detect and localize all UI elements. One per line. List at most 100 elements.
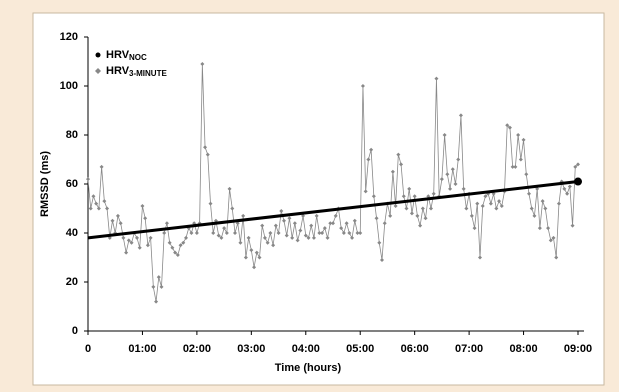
- point: [227, 186, 232, 191]
- x-tick-label: 0: [85, 343, 91, 355]
- point: [461, 186, 466, 191]
- point: [211, 231, 216, 235]
- point: [358, 231, 363, 235]
- legend-name: HRV: [106, 65, 130, 77]
- point: [303, 233, 308, 238]
- point: [453, 182, 458, 186]
- point: [314, 213, 319, 218]
- point: [88, 206, 93, 211]
- point: [205, 152, 210, 157]
- point: [124, 250, 129, 255]
- point: [241, 213, 246, 218]
- point: [145, 243, 150, 248]
- y-tick-label: 20: [66, 276, 78, 288]
- point: [91, 194, 96, 199]
- point: [200, 61, 205, 66]
- point: [439, 177, 444, 182]
- x-tick-label: 09:00: [564, 343, 592, 355]
- point: [562, 186, 567, 191]
- legend-marker: [95, 52, 101, 58]
- point: [527, 191, 531, 196]
- point: [442, 133, 447, 137]
- point: [121, 235, 126, 240]
- point: [456, 157, 461, 162]
- x-tick-label: 07:00: [455, 343, 483, 355]
- point: [574, 177, 582, 186]
- point: [537, 226, 542, 231]
- point: [518, 157, 523, 162]
- point: [189, 231, 194, 235]
- point: [513, 164, 518, 169]
- point: [497, 199, 502, 204]
- point: [399, 162, 404, 167]
- legend-label: HRVNOC: [106, 49, 147, 62]
- point: [184, 235, 188, 240]
- point: [238, 240, 243, 245]
- point: [415, 213, 420, 218]
- point: [341, 231, 346, 235]
- point: [469, 213, 474, 218]
- point: [203, 145, 208, 150]
- legend-label: HRV3-MINUTE: [106, 65, 167, 78]
- point: [105, 206, 110, 211]
- point: [540, 199, 545, 204]
- point: [388, 213, 393, 218]
- x-axis-label: Time (hours): [275, 362, 342, 374]
- point: [126, 238, 131, 243]
- point: [271, 243, 276, 248]
- point: [573, 164, 578, 169]
- point: [499, 204, 504, 209]
- point: [458, 113, 463, 118]
- point: [156, 275, 161, 280]
- point: [532, 213, 537, 218]
- point: [219, 235, 224, 240]
- point: [369, 147, 374, 152]
- point: [167, 240, 172, 245]
- point: [355, 231, 360, 235]
- point: [516, 133, 521, 137]
- point: [322, 226, 327, 231]
- point: [344, 221, 349, 226]
- point: [287, 216, 292, 221]
- point: [450, 167, 455, 172]
- point: [298, 228, 303, 233]
- point: [320, 231, 325, 235]
- point: [159, 284, 164, 289]
- point: [325, 235, 330, 240]
- point: [154, 299, 159, 304]
- point: [252, 265, 257, 270]
- point: [551, 235, 556, 240]
- point: [445, 172, 450, 177]
- point: [102, 199, 107, 204]
- point: [404, 206, 409, 211]
- point: [301, 213, 306, 218]
- point: [137, 245, 142, 250]
- point: [333, 213, 338, 218]
- x-tick-label: 03:00: [237, 343, 265, 355]
- point: [295, 238, 300, 243]
- point: [548, 238, 553, 243]
- point: [350, 235, 355, 240]
- point: [507, 125, 512, 130]
- point: [306, 235, 311, 240]
- point: [363, 189, 368, 194]
- point: [409, 211, 414, 216]
- point: [543, 206, 548, 211]
- plot-panel: [32, 12, 605, 386]
- point: [279, 208, 284, 213]
- point: [135, 235, 139, 240]
- x-tick-label: 05:00: [346, 343, 374, 355]
- point: [472, 226, 477, 231]
- point: [170, 245, 175, 250]
- point: [311, 235, 316, 240]
- y-tick-label: 60: [66, 178, 78, 190]
- legend-marker: [95, 68, 101, 74]
- point: [115, 213, 120, 218]
- point: [396, 152, 401, 157]
- point: [243, 255, 248, 260]
- point: [434, 76, 439, 81]
- point: [505, 123, 510, 128]
- x-tick-label: 02:00: [183, 343, 211, 355]
